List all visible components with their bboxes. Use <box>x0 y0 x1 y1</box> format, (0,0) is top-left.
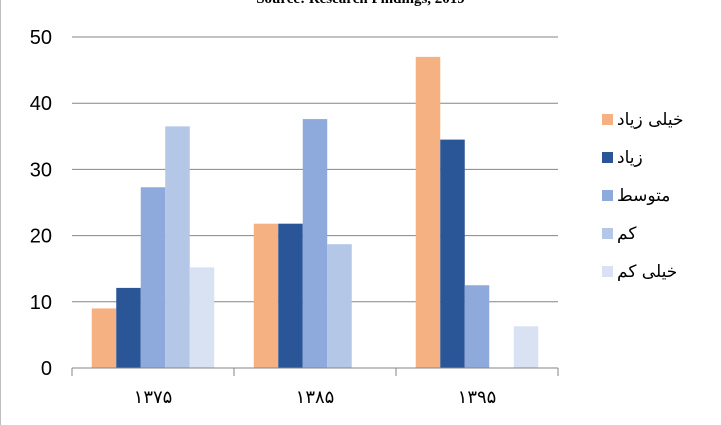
bar <box>327 244 352 368</box>
y-tick-label: 50 <box>30 27 52 49</box>
legend: خیلی زیاد زیاد متوسط کم خیلی کم <box>602 110 684 282</box>
legend-swatch <box>602 228 613 239</box>
y-tick-label: 10 <box>30 292 52 314</box>
bar <box>116 287 141 368</box>
bar <box>91 308 117 368</box>
legend-label: زیاد <box>617 148 643 168</box>
bar <box>464 285 490 368</box>
x-axis <box>71 367 559 376</box>
legend-swatch <box>602 266 613 277</box>
bars <box>91 56 539 369</box>
y-tick-label: 30 <box>30 159 52 181</box>
x-tick-label: ۱۳۸۵ <box>296 387 335 408</box>
bar <box>278 223 303 368</box>
legend-label: خیلی کم <box>617 262 677 282</box>
x-axis-labels: ۱۳۷۵ ۱۳۸۵ ۱۳۹۵ <box>134 387 497 408</box>
bar <box>140 187 166 368</box>
y-tick-label: 0 <box>41 358 52 380</box>
bar <box>513 326 539 368</box>
legend-label: کم <box>617 224 637 244</box>
x-tick-label: ۱۳۷۵ <box>134 387 173 408</box>
chart-source-caption: Source: Research Findings, 2019 <box>0 0 721 8</box>
bar <box>440 139 465 368</box>
bar <box>189 267 215 368</box>
legend-label: متوسط <box>617 186 670 206</box>
bar <box>165 126 190 369</box>
legend-label: خیلی زیاد <box>617 110 684 130</box>
y-axis-ticks: 0 10 20 30 40 50 <box>30 27 52 380</box>
y-tick-label: 40 <box>30 93 52 115</box>
bar <box>302 119 328 368</box>
x-tick-label: ۱۳۹۵ <box>458 387 497 408</box>
y-tick-label: 20 <box>30 226 52 248</box>
legend-swatch <box>602 114 613 125</box>
legend-swatch <box>602 190 613 201</box>
legend-swatch <box>602 152 613 163</box>
bar <box>415 56 441 369</box>
bar <box>253 223 279 368</box>
frame-left-border <box>0 0 1 425</box>
